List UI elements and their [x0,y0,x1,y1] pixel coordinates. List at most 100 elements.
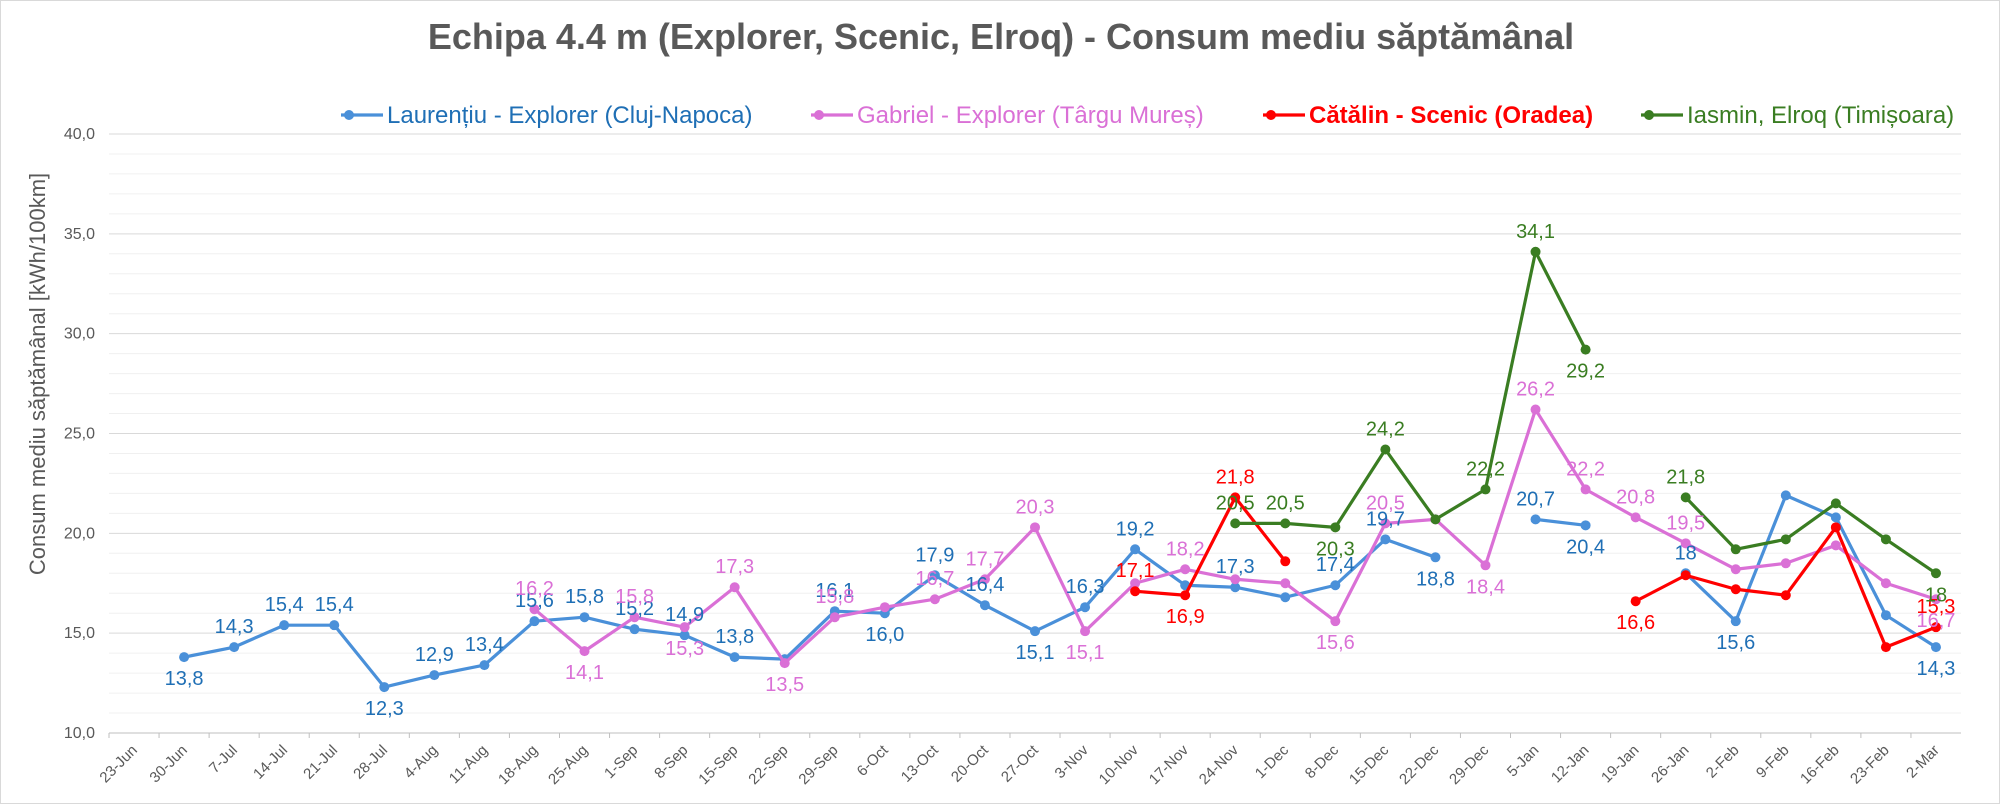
data-point [1580,344,1591,355]
legend: Laurențiu - Explorer (Cluj-Napoca) Gabrie… [341,102,1954,129]
x-tick-label: 5-Jan [1504,742,1543,781]
data-point [1930,642,1941,653]
data-point [1230,574,1241,585]
data-point [529,604,540,615]
x-tick-label: 28-Jul [350,742,391,783]
data-label: 15,3 [1917,596,1956,618]
data-label: 20,3 [1016,496,1055,518]
y-tick-label: 10,0 [64,725,95,742]
data-point [1880,610,1891,621]
x-tick-label: 10-Nov [1096,741,1143,788]
data-point [1380,518,1391,529]
legend-item-2: Gabriel - Explorer (Târgu Mureș) [811,102,1204,129]
legend-label: Cătălin - Scenic (Oradea) [1309,102,1593,129]
data-point [1530,404,1541,415]
data-point [1180,590,1191,601]
series-line-segment [532,407,1938,665]
data-point [1430,552,1441,563]
x-tick-label: 23-Feb [1847,742,1893,788]
data-point [579,612,590,623]
x-tick-label: 3-Nov [1052,741,1093,782]
data-label: 15,1 [1066,642,1105,664]
data-point [1830,540,1841,551]
data-label: 14,1 [565,662,604,684]
data-point [1780,558,1791,569]
data-point [1530,514,1541,525]
data-point [679,630,690,641]
data-label: 13,5 [765,674,804,696]
data-label: 17,9 [915,544,954,566]
data-point [1780,534,1791,545]
x-tick-label: 27-Oct [998,741,1042,785]
legend-item-1: Laurențiu - Explorer (Cluj-Napoca) [341,102,752,129]
data-label: 29,2 [1566,361,1605,383]
x-tick-label: 6-Oct [854,741,893,780]
data-label: 13,4 [465,634,504,656]
data-point [1580,484,1591,495]
legend-item-3: Cătălin - Scenic (Oradea) [1263,102,1593,129]
data-label: 22,2 [1466,458,1505,480]
data-label: 16,6 [1616,612,1655,634]
legend-item-4: Iasmin, Elroq (Timișoara) [1641,102,1954,129]
data-label: 16,3 [1066,576,1105,598]
x-tick-label: 15-Sep [695,742,741,788]
data-label: 22,2 [1566,458,1605,480]
data-label: 18 [1675,542,1697,564]
data-point [1880,534,1891,545]
data-point [1280,592,1291,603]
data-label: 15,2 [615,598,654,620]
data-label: 19,2 [1116,518,1155,540]
data-label: 15,1 [1016,642,1055,664]
data-point [1380,444,1391,455]
y-tick-label: 25,0 [64,426,95,443]
data-point [779,658,790,669]
y-tick-label: 40,0 [64,126,95,143]
chart-title: Echipa 4.4 m (Explorer, Scenic, Elroq) -… [428,16,1574,57]
data-point [929,594,940,605]
data-point [1680,538,1691,549]
data-label: 15,6 [1716,632,1755,654]
x-tick-label: 1-Dec [1252,741,1293,782]
data-label: 19,7 [1366,508,1405,530]
x-tick-label: 23-Jun [96,742,140,786]
axes: 10,0 15,0 20,0 25,0 30,0 35,0 40,0 23-Jun 30-Jun… [64,126,1961,788]
data-label: 15,3 [665,638,704,660]
data-point [679,622,690,633]
data-label: 16,7 [1917,610,1956,632]
data-point [879,602,890,613]
data-label: 21,8 [1666,466,1705,488]
data-point [1630,596,1641,607]
data-point [1830,512,1841,523]
data-label: 17,3 [1216,556,1255,578]
data-label: 16,4 [965,574,1004,596]
data-label: 16,1 [815,580,854,602]
x-tick-label: 2-Mar [1903,742,1943,782]
data-point [629,624,640,635]
series-line-segment [1133,495,1287,597]
data-point [1530,246,1541,257]
data-point [1730,584,1741,595]
x-tick-label: 22-Dec [1396,741,1443,788]
data-label: 18,4 [1466,576,1505,598]
x-tick-label: 9-Feb [1753,742,1793,782]
data-point [1380,534,1391,545]
data-label: 12,9 [415,644,454,666]
data-point [1480,484,1491,495]
legend-label: Iasmin, Elroq (Timișoara) [1687,102,1954,129]
x-tick-label: 11-Aug [446,742,491,787]
series-4 [1230,246,1941,579]
data-point [179,652,190,663]
series-line-segment [1684,493,1938,649]
data-point [829,612,840,623]
data-point [1130,578,1141,589]
data-point [1030,522,1040,533]
data-point [1430,514,1441,525]
data-point [729,582,740,593]
x-tick-label: 22-Sep [745,742,791,788]
data-label: 21,8 [1216,466,1255,488]
legend-label: Gabriel - Explorer (Târgu Mureș) [857,102,1204,129]
y-tick-label: 20,0 [64,525,95,542]
data-label: 24,2 [1366,418,1405,440]
series-line-segment [1533,517,1588,527]
